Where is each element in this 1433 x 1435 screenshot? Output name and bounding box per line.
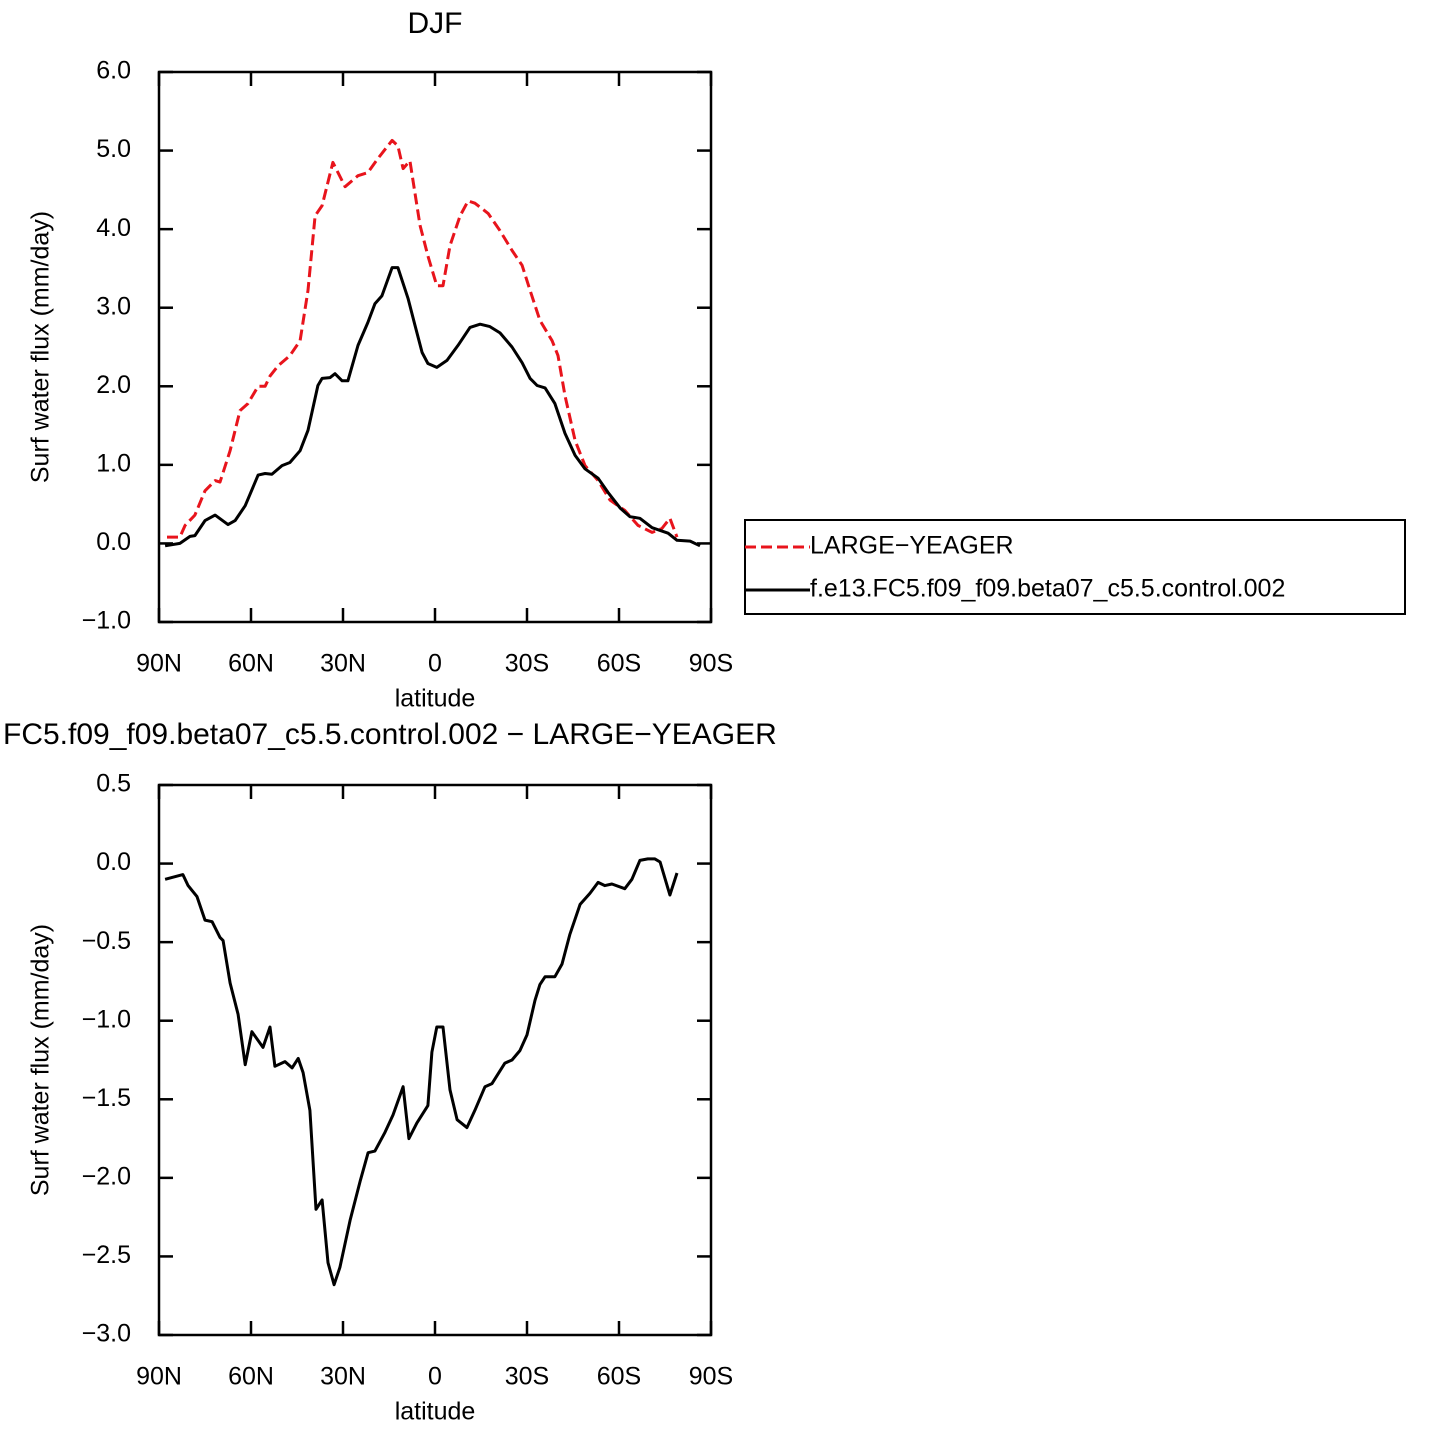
y-tick-label: 6.0 (96, 57, 131, 85)
x-tick-label: 90S (689, 1363, 733, 1391)
x-axis-label: latitude (395, 1398, 476, 1426)
x-axis-label: latitude (395, 685, 476, 713)
y-tick-label: −2.5 (82, 1241, 131, 1269)
y-tick-label: 0.0 (96, 528, 131, 556)
y-tick-label: 0.5 (96, 770, 131, 798)
y-axis-label: Surf water flux (mm/day) (27, 924, 55, 1196)
y-tick-label: 0.0 (96, 848, 131, 876)
y-tick-label: 4.0 (96, 214, 131, 242)
y-tick-label: −0.5 (82, 927, 131, 955)
y-tick-label: −2.0 (82, 1162, 131, 1190)
y-axis-label: Surf water flux (mm/day) (27, 211, 55, 483)
y-tick-label: 5.0 (96, 135, 131, 163)
x-tick-label: 30N (320, 1363, 366, 1391)
y-tick-label: 2.0 (96, 371, 131, 399)
legend-box (744, 519, 1406, 615)
x-tick-label: 90N (136, 1363, 182, 1391)
x-tick-label: 30S (505, 1363, 549, 1391)
y-tick-label: −1.5 (82, 1084, 131, 1112)
x-tick-label: 0 (428, 650, 442, 678)
plot-frame (157, 70, 713, 624)
data-line (167, 138, 679, 539)
x-tick-label: 60S (597, 650, 641, 678)
x-tick-label: 30N (320, 650, 366, 678)
y-tick-label: 1.0 (96, 449, 131, 477)
legend-label: LARGE−YEAGER (810, 532, 1014, 560)
x-tick-label: 30S (505, 650, 549, 678)
chart-title: FC5.f09_f09.beta07_c5.5.control.002 − LA… (3, 718, 777, 751)
y-tick-label: −1.0 (82, 1005, 131, 1033)
data-line (164, 857, 679, 1287)
y-tick-label: 3.0 (96, 292, 131, 320)
y-tick-label: −3.0 (82, 1320, 131, 1348)
chart-title: DJF (408, 7, 463, 40)
x-tick-label: 60N (228, 650, 274, 678)
x-tick-label: 60N (228, 1363, 274, 1391)
x-tick-label: 90S (689, 650, 733, 678)
data-line (164, 266, 701, 548)
x-tick-label: 90N (136, 650, 182, 678)
legend-label: f.e13.FC5.f09_f09.beta07_c5.5.control.00… (810, 575, 1285, 603)
x-tick-label: 60S (597, 1363, 641, 1391)
plot-frame (157, 783, 713, 1337)
y-tick-label: −1.0 (82, 607, 131, 635)
x-tick-label: 0 (428, 1363, 442, 1391)
